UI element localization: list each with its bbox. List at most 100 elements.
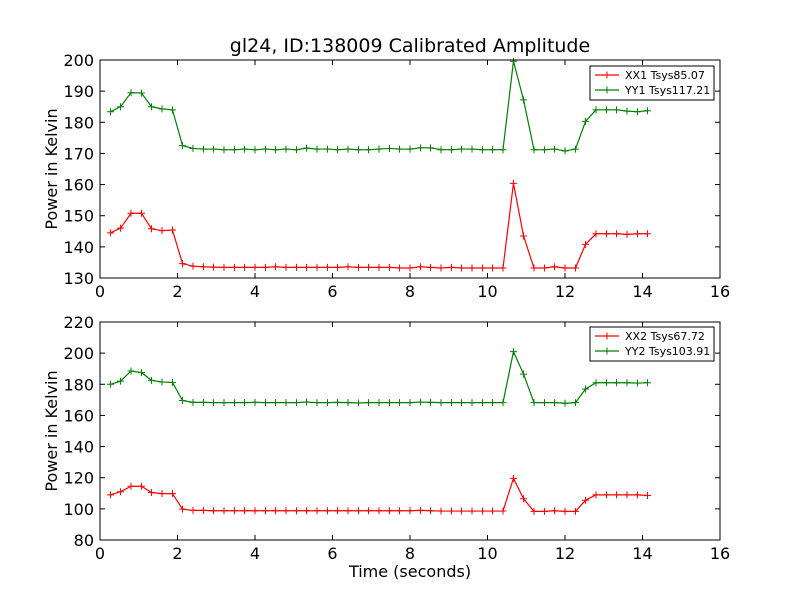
data-point (478, 399, 486, 407)
data-point (561, 399, 569, 407)
data-point (375, 145, 383, 153)
data-point (582, 117, 590, 125)
data-point (592, 491, 600, 499)
data-point (220, 263, 228, 271)
data-point (189, 262, 197, 270)
data-point (282, 145, 290, 153)
data-point (509, 474, 517, 482)
data-point (158, 378, 166, 386)
data-point (137, 369, 145, 377)
data-point (582, 385, 590, 393)
data-point (251, 507, 259, 515)
data-point (344, 507, 352, 515)
data-point (447, 399, 455, 407)
data-point (168, 106, 176, 114)
data-point (303, 263, 311, 271)
data-point (148, 376, 156, 384)
y-tick-label: 190 (63, 82, 94, 101)
legend-entry: YY1 Tsys117.21 (624, 84, 710, 97)
data-point (272, 507, 280, 515)
data-point (468, 399, 476, 407)
data-point (220, 146, 228, 154)
data-point (602, 379, 610, 387)
data-point (551, 399, 559, 407)
data-point (292, 507, 300, 515)
data-point (489, 264, 497, 272)
x-tick-label: 2 (172, 544, 182, 563)
data-point (427, 263, 435, 271)
data-point (385, 144, 393, 152)
data-point (148, 103, 156, 111)
y-tick-label: 80 (74, 531, 94, 550)
data-point (509, 57, 517, 65)
x-tick-label: 6 (327, 544, 337, 563)
data-point (613, 230, 621, 238)
data-point (241, 145, 249, 153)
series-line-1 (110, 61, 648, 152)
data-point (520, 232, 528, 240)
legend-box (589, 65, 715, 101)
data-point (530, 399, 538, 407)
data-point (323, 399, 331, 407)
data-point (117, 103, 125, 111)
legend-marker (603, 347, 611, 355)
data-point (251, 146, 259, 154)
data-point (261, 399, 269, 407)
data-point (354, 399, 362, 407)
data-point (396, 507, 404, 515)
x-tick-label: 12 (555, 544, 575, 563)
data-point (375, 399, 383, 407)
y-tick-label: 180 (63, 375, 94, 394)
y-tick-label: 140 (63, 238, 94, 257)
data-point (416, 263, 424, 271)
data-point (251, 398, 259, 406)
data-point (571, 399, 579, 407)
legend: XX2 Tsys67.72 YY2 Tsys103.91 (589, 326, 715, 362)
data-point (106, 380, 114, 388)
x-tick-label: 16 (710, 544, 730, 563)
data-point (354, 146, 362, 154)
legend-marker (603, 332, 611, 340)
plot-frame (99, 321, 721, 541)
data-point (148, 225, 156, 233)
data-point (406, 264, 414, 272)
data-point (199, 145, 207, 153)
data-point (261, 145, 269, 153)
data-point (499, 264, 507, 272)
data-point (551, 145, 559, 153)
data-point (520, 96, 528, 104)
data-point (406, 507, 414, 515)
data-point (292, 399, 300, 407)
data-point (540, 399, 548, 407)
data-point (644, 491, 652, 499)
data-point (582, 240, 590, 248)
data-point (375, 507, 383, 515)
data-point (251, 263, 259, 271)
y-tick-label: 170 (63, 144, 94, 163)
data-point (396, 264, 404, 272)
data-point (272, 399, 280, 407)
data-point (261, 263, 269, 271)
x-tick-label: 12 (555, 282, 575, 301)
data-point (323, 263, 331, 271)
y-tick-label: 160 (63, 406, 94, 425)
data-point (385, 399, 393, 407)
data-point (189, 506, 197, 514)
data-point (416, 506, 424, 514)
data-point (447, 146, 455, 154)
data-point (210, 507, 218, 515)
data-point (592, 379, 600, 387)
data-point (189, 398, 197, 406)
data-point (241, 399, 249, 407)
data-point (127, 89, 135, 97)
legend-entry: YY2 Tsys103.91 (624, 345, 710, 358)
data-point (230, 507, 238, 515)
legend-marker (603, 71, 611, 79)
plot-frame (99, 59, 721, 279)
data-point (272, 263, 280, 271)
x-tick-label: 10 (477, 282, 497, 301)
data-point (272, 146, 280, 154)
data-point (613, 106, 621, 114)
data-point (282, 399, 290, 407)
x-tick-label: 0 (95, 544, 105, 563)
